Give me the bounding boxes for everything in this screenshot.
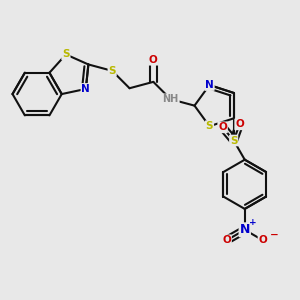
Text: S: S xyxy=(206,121,213,131)
Text: −: − xyxy=(269,230,278,240)
Text: O: O xyxy=(149,55,158,65)
Text: N: N xyxy=(240,223,250,236)
Text: N: N xyxy=(205,80,214,90)
Text: O: O xyxy=(259,235,267,245)
Text: S: S xyxy=(108,66,116,76)
Text: +: + xyxy=(250,218,257,227)
Text: S: S xyxy=(230,136,237,146)
Text: N: N xyxy=(81,84,90,94)
Text: S: S xyxy=(62,50,70,59)
Text: O: O xyxy=(235,119,244,129)
Text: O: O xyxy=(218,122,227,132)
Text: NH: NH xyxy=(163,94,179,104)
Text: O: O xyxy=(222,235,231,245)
